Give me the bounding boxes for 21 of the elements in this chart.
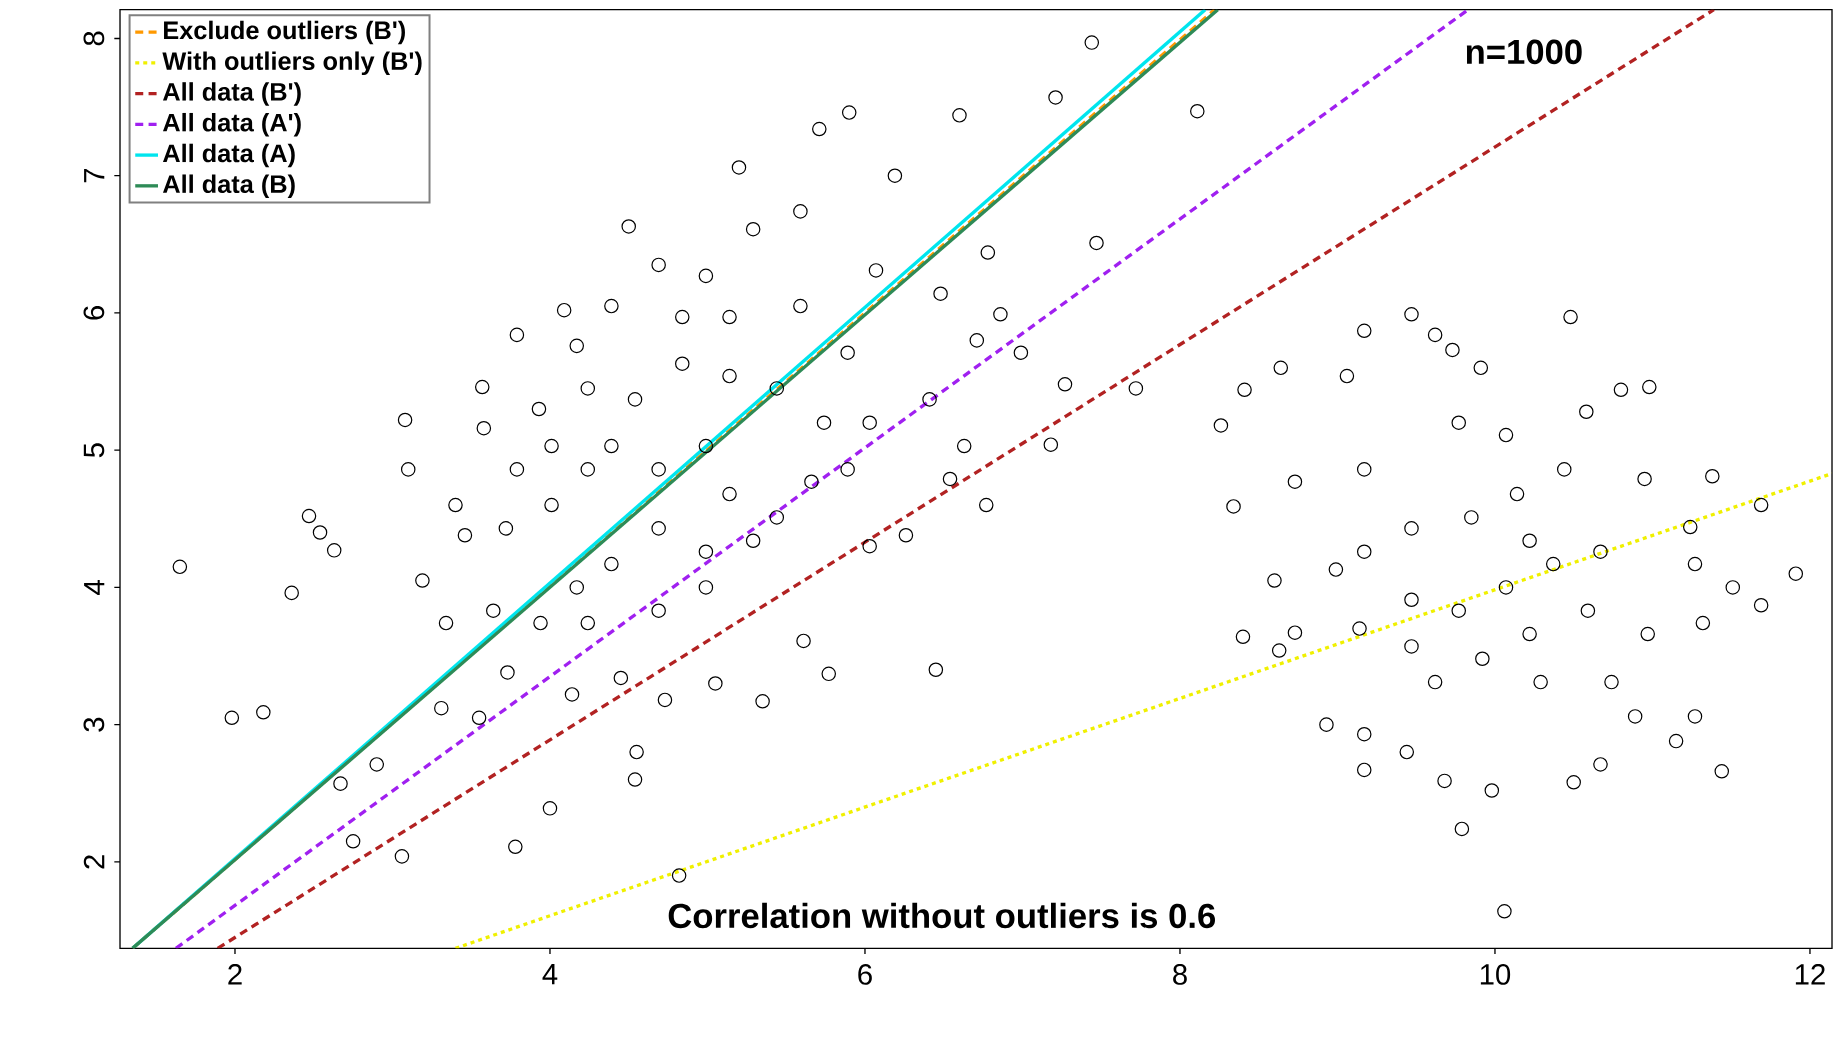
x-tick-label: 10 <box>1480 964 1511 985</box>
y-tick-label: 2 <box>83 855 105 869</box>
x-tick-label: 8 <box>1173 964 1187 985</box>
y-tick-label: 5 <box>83 443 105 458</box>
legend-label: All data (A') <box>162 112 301 137</box>
legend-label: Exclude outliers (B') <box>164 20 405 45</box>
annotation: n=1000 <box>1466 39 1582 65</box>
x-tick-label: 6 <box>858 964 872 985</box>
legend-label: All data (A) <box>162 143 295 168</box>
annotation: Correlation without outliers is 0.6 <box>668 902 1216 929</box>
y-tick-label: 7 <box>84 169 105 183</box>
y-tick-label: 8 <box>83 31 105 46</box>
x-tick-label: 12 <box>1795 964 1825 985</box>
x-tick-label: 2 <box>228 964 242 985</box>
legend-label: With outliers only (B') <box>162 51 422 76</box>
x-tick-label: 4 <box>542 964 558 985</box>
y-tick-label: 3 <box>83 717 105 732</box>
y-tick-label: 4 <box>84 580 105 595</box>
legend-label: All data (B) <box>162 174 295 199</box>
legend-label: All data (B') <box>162 82 301 106</box>
y-tick-label: 6 <box>83 306 105 320</box>
